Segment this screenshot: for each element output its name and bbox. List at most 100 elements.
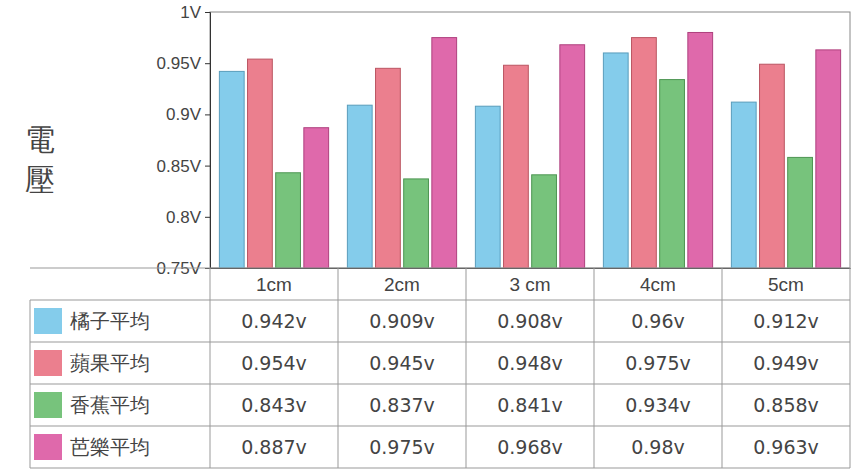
table-rule: [210, 268, 211, 468]
table-grid: [30, 268, 850, 468]
table-cell: 0.942v: [241, 310, 307, 332]
bar: [504, 65, 529, 268]
table-cell: 0.909v: [369, 310, 435, 332]
y-tick: 0.85V: [157, 157, 210, 176]
bar: [788, 157, 813, 268]
table-cell: 0.858v: [753, 394, 819, 416]
y-tick-label: 0.9V: [166, 105, 202, 124]
bar: [276, 173, 301, 268]
table-cell: 0.968v: [497, 436, 563, 458]
table-rule: [30, 300, 850, 301]
table-rule: [30, 342, 850, 343]
bar: [760, 64, 785, 268]
table-cell: 0.945v: [369, 352, 435, 374]
bar: [660, 80, 685, 268]
x-tick: 1cm: [256, 268, 292, 295]
bar-series: [219, 53, 756, 268]
table-rule: [722, 268, 723, 468]
bars: [219, 32, 840, 268]
table-cell: 0.975v: [369, 436, 435, 458]
table-cell: 0.948v: [497, 352, 563, 374]
legend-swatch: [34, 308, 62, 334]
legend-label: 橘子平均: [70, 309, 150, 333]
bar: [632, 38, 657, 268]
table-cell: 0.954v: [241, 352, 307, 374]
y-tick: 1V: [180, 3, 210, 22]
bar: [304, 128, 329, 268]
bar: [731, 102, 756, 268]
table-cells: 0.942v 0.909v 0.908v 0.96v 0.912v 0.954v 0.945…: [241, 310, 819, 458]
y-tick-label: 1V: [180, 3, 201, 22]
legend-swatch: [34, 434, 62, 460]
plot-frame: [210, 12, 850, 268]
x-tick: 4cm: [640, 268, 676, 295]
table-cell: 0.963v: [753, 436, 819, 458]
x-tick: 3 cm: [509, 268, 550, 295]
x-tick: 2cm: [384, 268, 420, 295]
y-tick-label: 0.95V: [157, 54, 202, 73]
table-rule: [466, 268, 467, 468]
y-tick-label: 0.85V: [157, 157, 202, 176]
table-cell: 0.949v: [753, 352, 819, 374]
x-tick: 5cm: [768, 268, 804, 295]
x-tick-label: 5cm: [768, 274, 804, 295]
table-rule: [594, 268, 595, 468]
y-tick: 0.95V: [157, 54, 210, 73]
legend: 橘子平均蘋果平均香蕉平均芭樂平均: [34, 308, 150, 460]
legend-label: 芭樂平均: [70, 435, 150, 459]
legend-label: 香蕉平均: [70, 393, 150, 417]
table-rule: [30, 268, 850, 269]
bar: [603, 53, 628, 268]
y-tick: 0.8V: [166, 208, 210, 227]
x-tick-label: 2cm: [384, 274, 420, 295]
y-axis-title-char: 電: [25, 122, 55, 157]
chart-root: 0.75V0.8V0.85V0.9V0.95V1V1cm2cm3 cm4cm5c…: [0, 0, 858, 475]
table-cell: 0.843v: [241, 394, 307, 416]
x-tick-label: 1cm: [256, 274, 292, 295]
bar: [248, 59, 273, 268]
x-tick-label: 3 cm: [509, 274, 550, 295]
table-rule: [338, 268, 339, 468]
y-tick-mark: [205, 12, 210, 13]
table-cell: 0.934v: [625, 394, 691, 416]
y-tick-mark: [205, 63, 210, 64]
bar-series: [276, 80, 813, 268]
table-rule: [30, 300, 31, 468]
table-rule: [30, 468, 850, 469]
x-tick-label: 4cm: [640, 274, 676, 295]
y-tick-label: 0.8V: [166, 208, 202, 227]
y-axis-title: 電壓: [25, 122, 55, 197]
table-cell: 0.912v: [753, 310, 819, 332]
table-cell: 0.887v: [241, 436, 307, 458]
bar: [219, 71, 244, 268]
table-cell: 0.98v: [631, 436, 685, 458]
bar: [376, 68, 401, 268]
y-axis-line: [205, 13, 211, 269]
bar: [816, 50, 841, 268]
y-axis: 0.75V0.8V0.85V0.9V0.95V1V: [157, 3, 211, 278]
x-axis: 1cm 2cm 3 cm 4cm 5cm: [211, 268, 851, 295]
legend-swatch: [34, 350, 62, 376]
table-rule: [850, 268, 851, 468]
table-cell: 0.837v: [369, 394, 435, 416]
y-tick-mark: [205, 114, 210, 115]
y-tick-mark: [205, 217, 210, 218]
table-rule: [30, 384, 850, 385]
bar: [688, 32, 713, 268]
bar: [532, 175, 557, 268]
y-tick-mark: [205, 166, 210, 167]
y-tick: 0.9V: [166, 105, 210, 124]
bar: [404, 179, 429, 268]
table-cell: 0.908v: [497, 310, 563, 332]
legend-label: 蘋果平均: [70, 351, 150, 375]
y-axis-title-char: 壓: [25, 162, 55, 197]
table-rule: [30, 426, 850, 427]
bar: [475, 106, 500, 268]
table-cell: 0.96v: [631, 310, 685, 332]
table-cell: 0.975v: [625, 352, 691, 374]
bar: [432, 38, 457, 268]
bar: [347, 105, 372, 268]
legend-swatch: [34, 392, 62, 418]
bar-series: [304, 32, 841, 268]
table-cell: 0.841v: [497, 394, 563, 416]
